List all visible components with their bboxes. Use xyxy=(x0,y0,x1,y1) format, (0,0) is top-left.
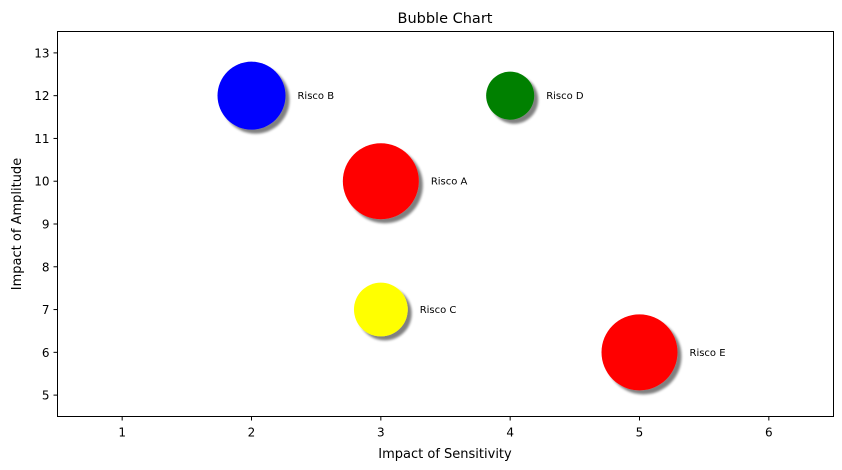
y-axis-title: Impact of Amplitude xyxy=(10,158,25,290)
bubble-risco-a xyxy=(342,143,419,220)
y-tick-label: 12 xyxy=(34,89,49,103)
x-tick-label: 1 xyxy=(118,426,126,440)
x-axis-ticks: 1 2 3 4 5 6 xyxy=(118,416,773,440)
y-tick-label: 5 xyxy=(42,389,50,403)
bubble-label-risco-e: Risco E xyxy=(690,348,726,359)
y-tick-label: 13 xyxy=(34,46,49,60)
bubble-risco-e xyxy=(601,314,678,391)
x-tick-label: 3 xyxy=(377,426,385,440)
x-tick-label: 4 xyxy=(506,426,514,440)
y-tick-label: 6 xyxy=(42,346,50,360)
y-tick-label: 10 xyxy=(34,175,49,189)
bubble-label-risco-c: Risco C xyxy=(420,305,457,316)
x-tick-label: 6 xyxy=(765,426,773,440)
bubble-label-risco-a: Risco A xyxy=(431,177,468,188)
y-axis-ticks: 5 6 7 8 9 10 11 12 13 xyxy=(34,46,58,403)
y-tick-label: 8 xyxy=(42,260,50,274)
chart-title: Bubble Chart xyxy=(398,11,493,27)
x-tick-label: 5 xyxy=(636,426,644,440)
bubble-risco-c xyxy=(353,282,408,337)
bubble-label-risco-b: Risco B xyxy=(297,91,334,102)
bubble-label-risco-d: Risco D xyxy=(546,91,584,102)
bubble-risco-b xyxy=(217,61,286,130)
y-tick-label: 11 xyxy=(34,132,49,146)
x-tick-label: 2 xyxy=(248,426,256,440)
x-axis-title: Impact of Sensitivity xyxy=(378,447,512,462)
y-tick-label: 7 xyxy=(42,303,50,317)
bubble-labels-layer: Risco A Risco B Risco C Risco D Risco E xyxy=(297,91,725,359)
y-tick-label: 9 xyxy=(42,218,50,232)
bubble-risco-d xyxy=(486,71,535,120)
bubbles-layer xyxy=(217,61,678,391)
